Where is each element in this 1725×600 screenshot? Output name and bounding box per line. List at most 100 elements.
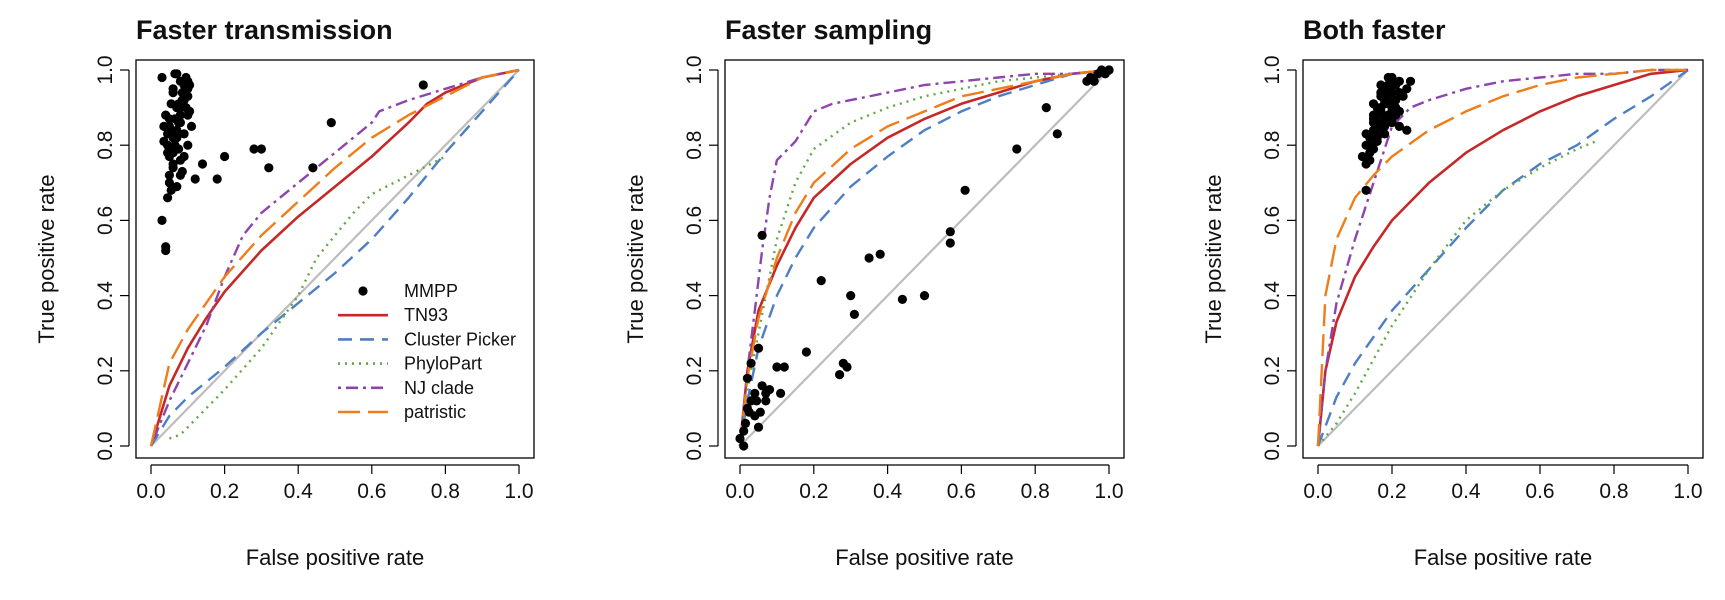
mmpp-point [1365, 133, 1375, 143]
legend: MMPP TN93 Cluster Picker PhyloPart NJ clade p… [338, 281, 516, 422]
mmpp-point [179, 129, 189, 139]
x-axis-label: False positive rate [246, 545, 425, 570]
x-tick-label: 1.0 [1094, 480, 1123, 503]
mmpp-point [175, 76, 185, 86]
y-tick-label: 1.0 [94, 55, 117, 84]
mmpp-point [746, 358, 756, 368]
mmpp-point [1383, 72, 1393, 83]
mmpp-point [945, 238, 955, 248]
series-line-nj-clade [1316, 68, 1688, 447]
mmpp-point [772, 362, 782, 372]
legend-label-mmpp: MMPP [404, 281, 458, 301]
mmpp-point [1041, 103, 1051, 113]
mmpp-point [735, 433, 745, 444]
y-tick-label: 0.6 [683, 206, 706, 235]
y-tick-label: 0.2 [1261, 356, 1284, 385]
mmpp-point [220, 151, 230, 162]
mmpp-point [919, 291, 930, 301]
mmpp-point [849, 309, 860, 319]
mmpp-point [418, 80, 428, 90]
mmpp-point [757, 381, 767, 391]
mmpp-point [264, 163, 274, 173]
mmpp-point [212, 174, 222, 184]
y-tick-label: 0.4 [1261, 281, 1284, 311]
x-tick-label: 0.4 [284, 480, 314, 503]
mmpp-point [1376, 88, 1386, 98]
mmpp-point [164, 178, 174, 188]
x-tick-label: 0.0 [725, 480, 754, 503]
mmpp-point [739, 441, 749, 451]
mmpp-point [1383, 88, 1393, 98]
mmpp-point [179, 151, 189, 162]
mmpp-point [168, 159, 178, 169]
x-tick-label: 0.2 [1377, 480, 1406, 503]
series-line-cluster-picker [149, 69, 520, 447]
mmpp-point [161, 242, 171, 252]
mmpp-point [168, 133, 178, 143]
mmpp-point [960, 185, 970, 195]
plot-frame [135, 59, 535, 459]
series-line-patristic [738, 68, 1110, 447]
mmpp-point [1391, 110, 1401, 120]
mmpp-point [1380, 121, 1390, 131]
mmpp-point [742, 373, 753, 383]
series-line-nj-clade [738, 68, 1110, 447]
mmpp-point [750, 388, 760, 398]
mmpp-point [753, 343, 764, 353]
mmpp-point [183, 110, 193, 120]
y-tick-label: 0.6 [94, 206, 117, 235]
y-tick-label: 0.8 [1261, 131, 1284, 160]
mmpp-point [174, 144, 184, 154]
x-tick-label: 0.8 [1021, 480, 1050, 503]
mmpp-point [1394, 121, 1404, 131]
mmpp-point [1361, 140, 1371, 150]
mmpp-point [753, 422, 764, 432]
legend-swatch-mmpp [358, 286, 368, 296]
y-axis-label: True positive rate [1201, 174, 1226, 343]
mmpp-point [1394, 88, 1404, 98]
mmpp-point [1052, 129, 1062, 139]
mmpp-point [175, 170, 185, 180]
mmpp-point [161, 110, 171, 120]
mmpp-point [1405, 76, 1416, 86]
mmpp-point [801, 347, 812, 357]
x-tick-label: 1.0 [1673, 480, 1702, 503]
x-tick-label: 0.6 [1525, 480, 1554, 503]
points-mmpp [735, 65, 1114, 451]
mmpp-point [1383, 99, 1393, 109]
mmpp-point [1376, 103, 1386, 113]
mmpp-point [842, 362, 852, 372]
mmpp-point [752, 396, 762, 406]
mmpp-point [1387, 80, 1397, 90]
x-tick-label: 0.4 [873, 480, 903, 503]
y-axis-label: True positive rate [34, 174, 59, 343]
series-line-cluster-picker [1316, 69, 1689, 447]
x-tick-label: 0.4 [1451, 480, 1481, 503]
mmpp-point [1372, 136, 1382, 146]
y-tick-label: 0.2 [94, 356, 117, 385]
x-tick-label: 0.8 [431, 480, 460, 503]
mmpp-point [776, 388, 786, 398]
y-tick-label: 0.0 [94, 431, 117, 460]
mmpp-point [249, 144, 259, 154]
mmpp-point [166, 125, 176, 135]
mmpp-point [1391, 95, 1401, 105]
mmpp-point [181, 103, 191, 113]
series-line-cluster-picker [738, 68, 1110, 447]
diagonal-reference-line [150, 69, 520, 447]
y-tick-label: 0.0 [683, 431, 706, 460]
mmpp-point [164, 170, 174, 180]
series-line-phylopart [169, 155, 446, 440]
mmpp-point [1104, 65, 1114, 75]
mmpp-point [744, 407, 754, 417]
panel-faster-transmission: 0.0 0.2 0.4 0.6 0.8 1.0 0.0 0.2 0.4 0.6 0.8 1.0 Fast… [34, 15, 535, 570]
panel-faster-sampling: 0.0 0.2 0.4 0.6 0.8 1.0 0.0 0.2 0.4 0.6 0.8 1.0 Fast… [623, 15, 1125, 570]
x-tick-label: 1.0 [504, 480, 533, 503]
mmpp-point [1402, 125, 1412, 135]
mmpp-point [945, 227, 955, 237]
mmpp-point [197, 159, 208, 169]
chart-title: Faster sampling [725, 15, 932, 45]
series-line-phylopart [1317, 140, 1596, 447]
series-line-patristic [149, 68, 520, 447]
series-line-patristic [1316, 68, 1688, 447]
